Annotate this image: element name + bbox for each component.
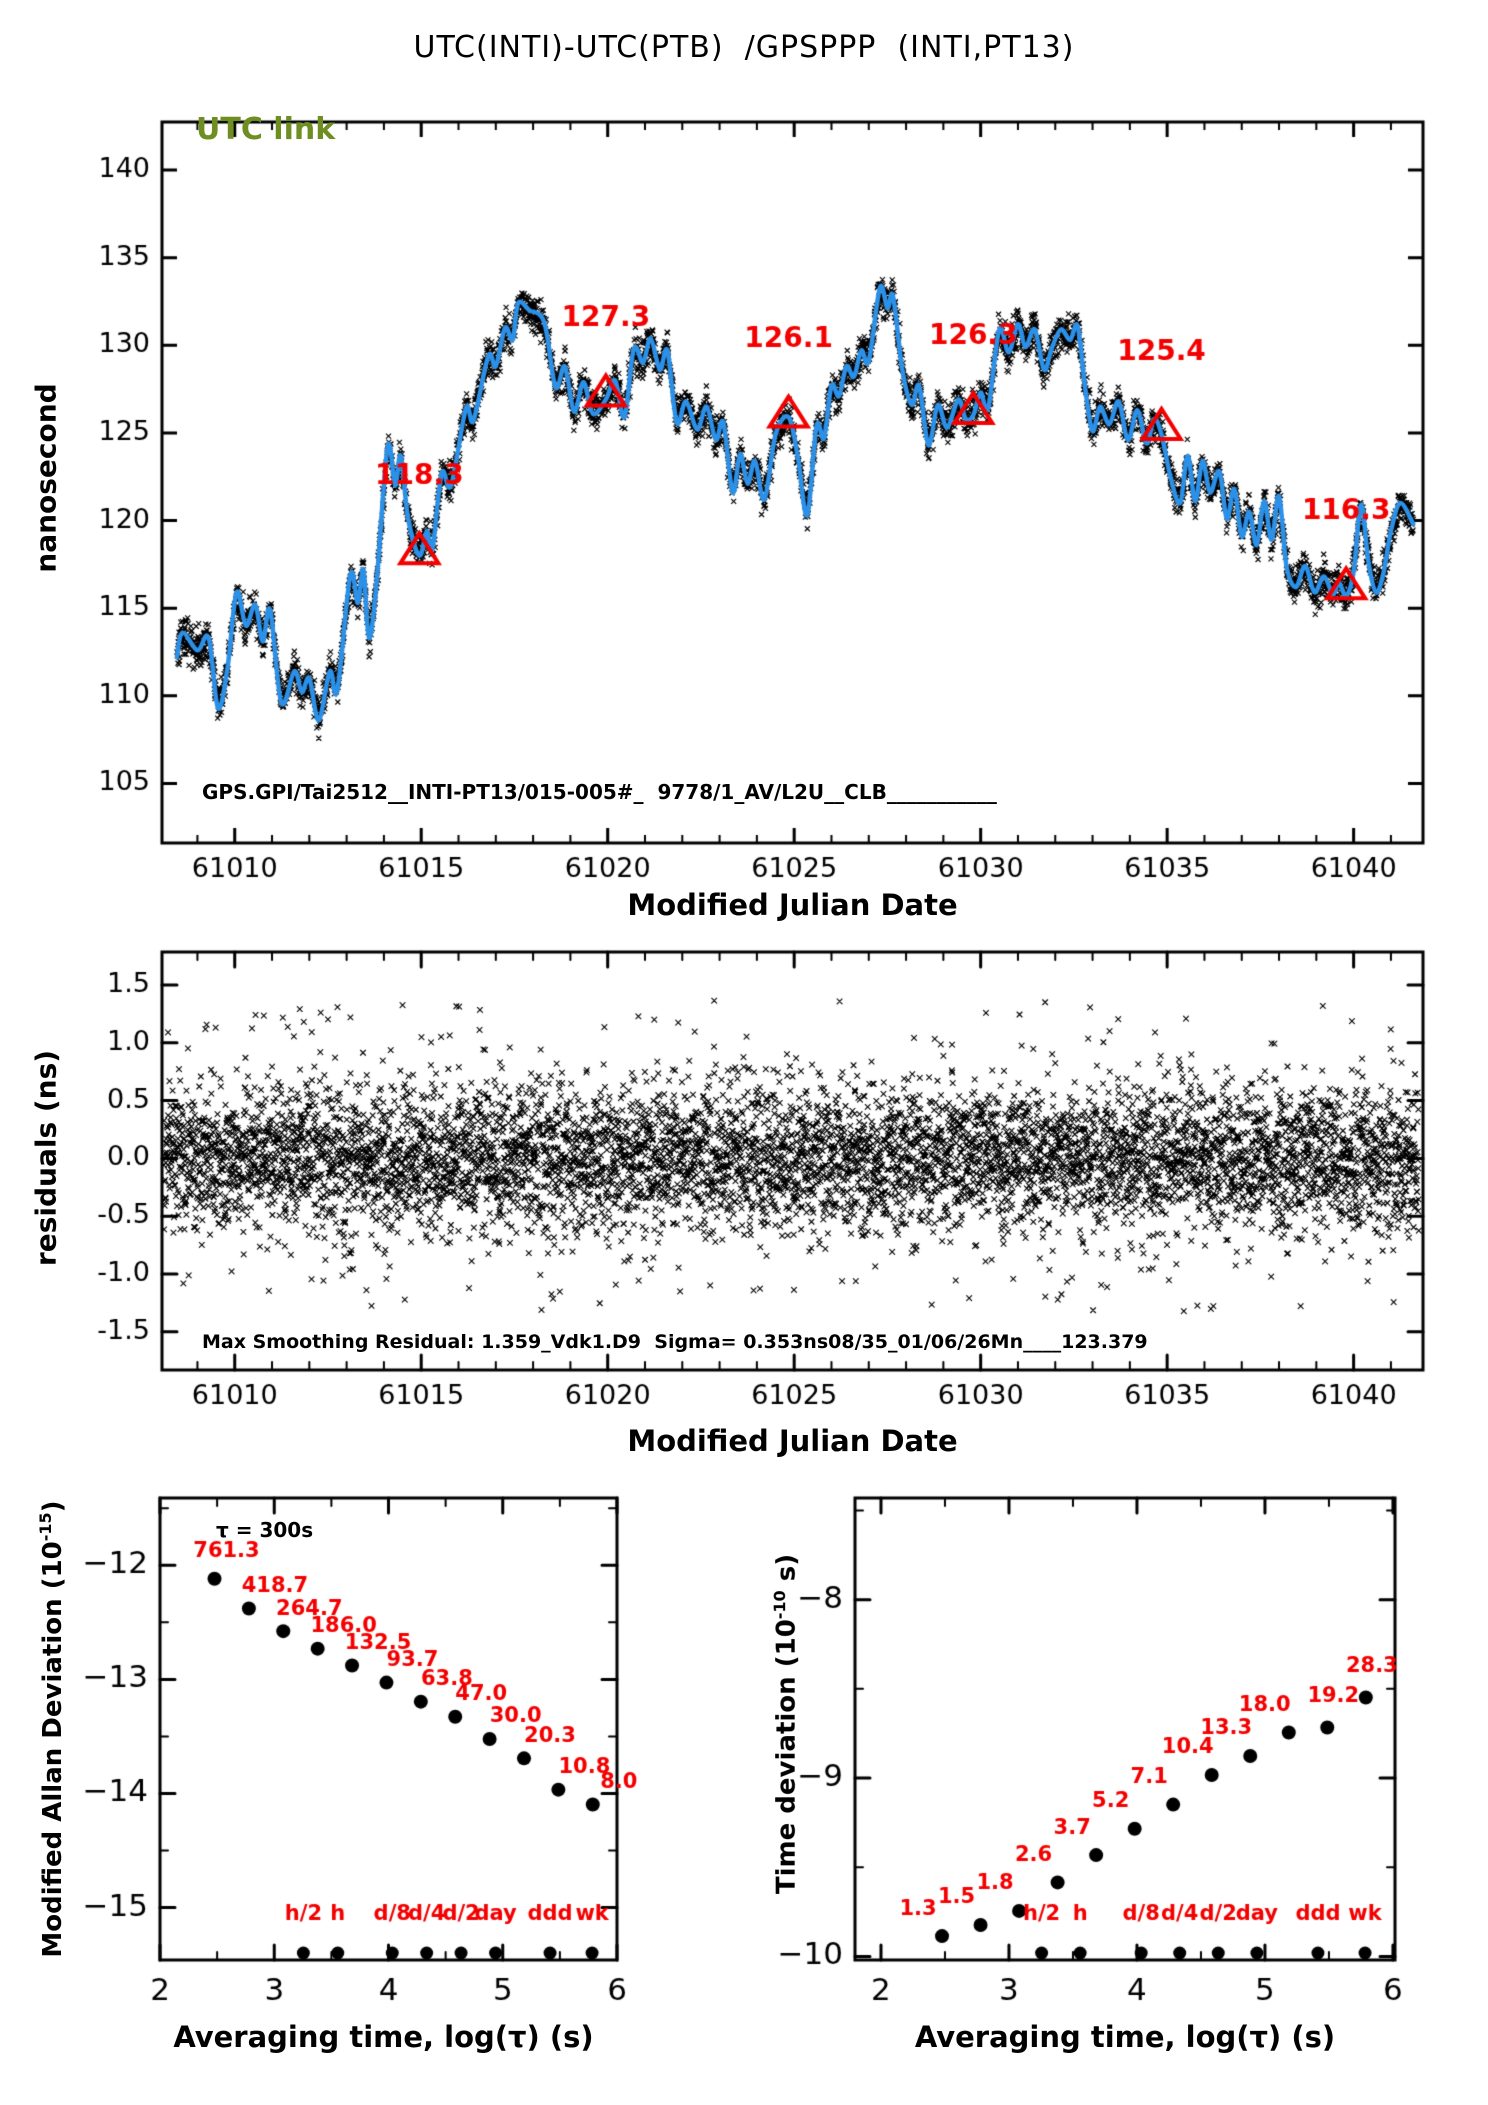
chart-canvas [0,0,1488,2105]
gps-time-transfer-report: UTC(INTI)-UTC(PTB) /GPSPPP (INTI,PT13) U… [0,0,1488,2105]
